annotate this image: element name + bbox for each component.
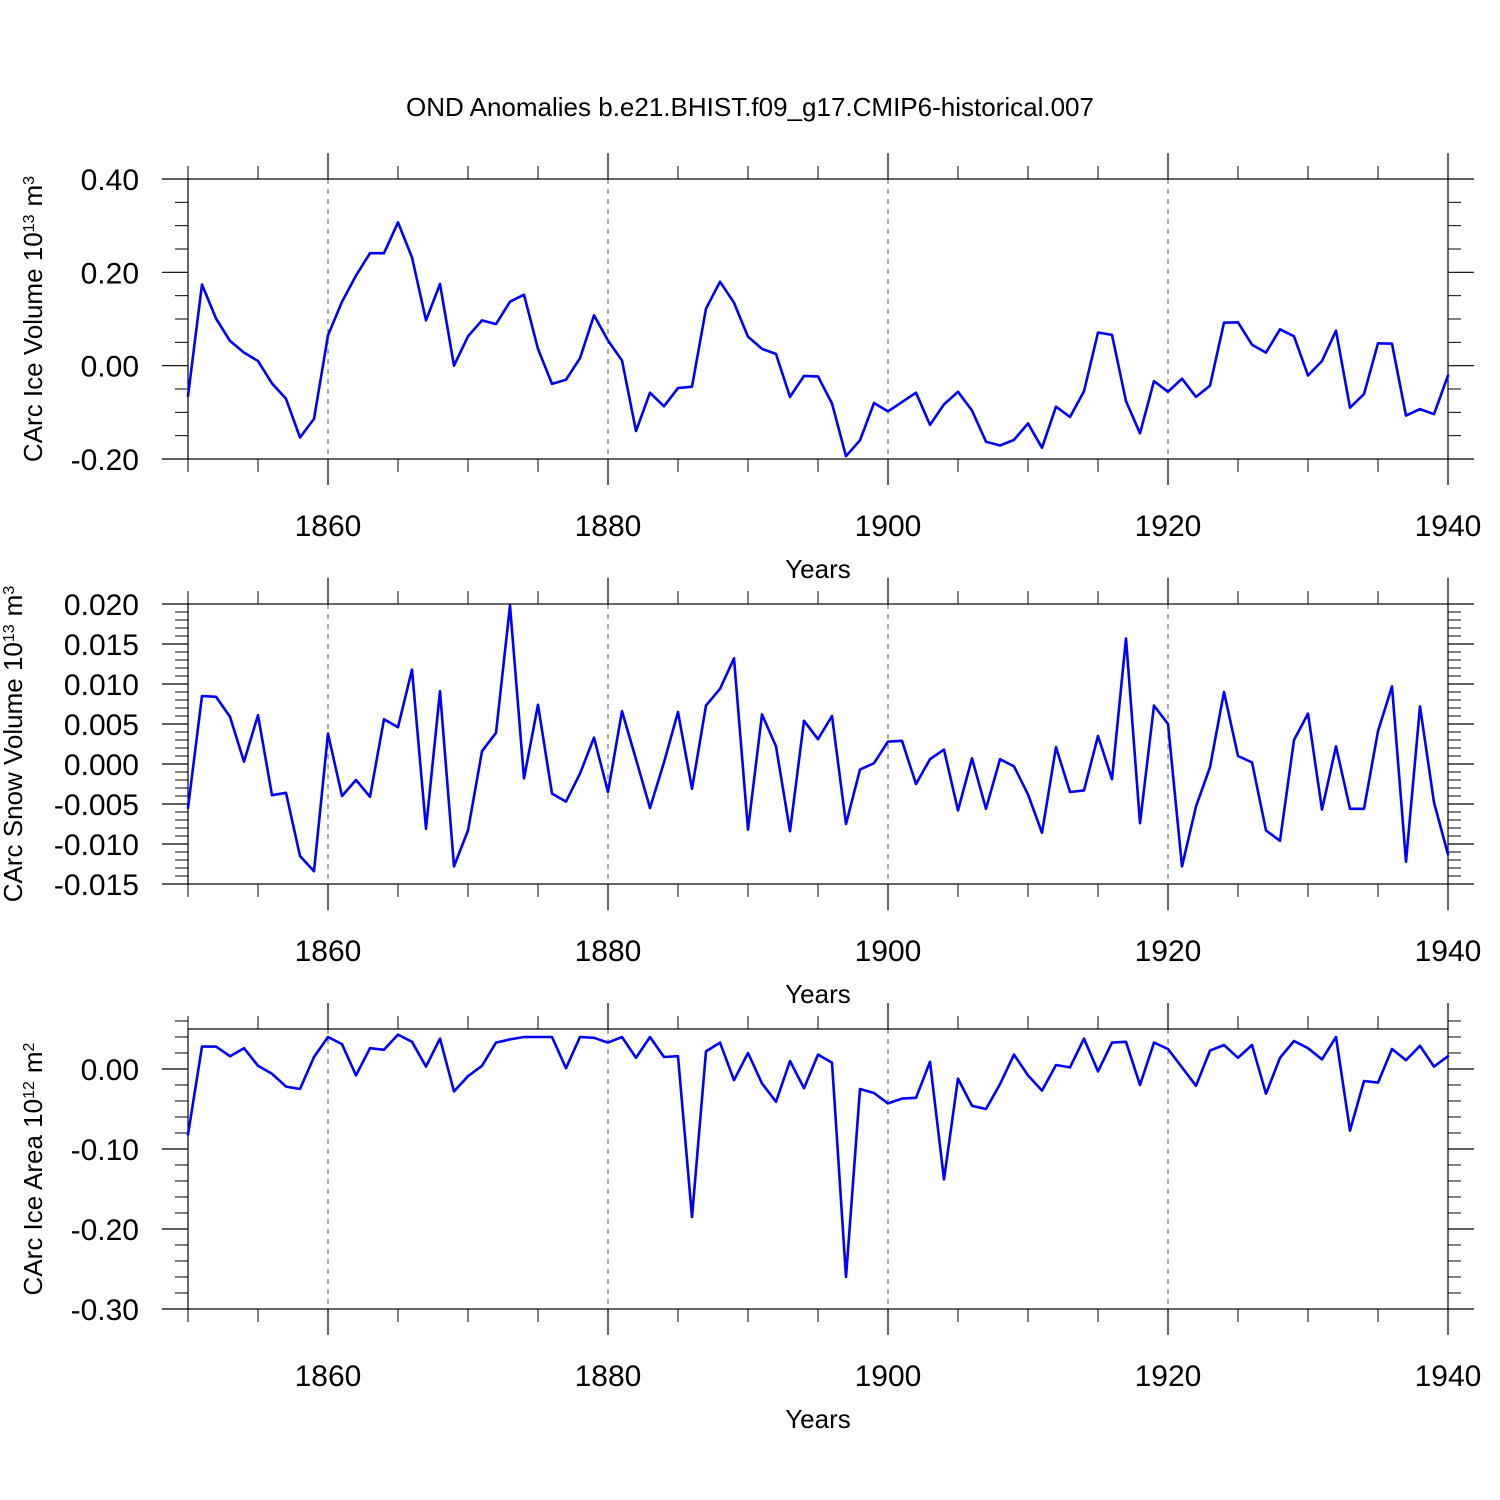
- y-axis-title-part: m: [18, 185, 48, 207]
- y-axis-title-superscript: 2: [21, 1042, 38, 1051]
- x-axis-title: Years: [785, 979, 851, 1009]
- x-tick-label: 1880: [575, 1360, 642, 1393]
- y-tick-label: 0.005: [64, 709, 139, 742]
- y-tick-label: 0.020: [64, 589, 139, 622]
- series-line-carc-ice-volume: [186, 221, 1450, 458]
- y-axis-title-part: m: [18, 1051, 48, 1073]
- y-axis-title-part: CArc Ice Volume 10: [18, 232, 48, 462]
- x-tick-label: 1900: [855, 510, 922, 543]
- y-axis-title-superscript: 3: [21, 176, 38, 185]
- y-tick-label: -0.20: [71, 1214, 139, 1247]
- y-tick-label: 0.00: [81, 1054, 139, 1087]
- x-tick-label: 1920: [1135, 1360, 1202, 1393]
- y-axis-title: CArc Snow Volume 1013 m3: [0, 586, 28, 903]
- y-axis-title-part: m: [0, 595, 28, 617]
- plot-frame: [187, 603, 1449, 885]
- y-axis-title: CArc Ice Volume 1013 m3: [18, 176, 48, 462]
- plot-frame: [187, 178, 1449, 460]
- series-line-carc-ice-area: [186, 1033, 1450, 1279]
- x-tick-label: 1900: [855, 935, 922, 968]
- x-tick-label: 1920: [1135, 510, 1202, 543]
- x-axis-title: Years: [785, 554, 851, 584]
- panel-1: -0.20 0.00 0.20 0.40 1860 1880 1900 1920 1940 Yea…: [18, 153, 1481, 584]
- x-tick-label: 1940: [1415, 935, 1482, 968]
- y-axis-title-superscript: 13: [21, 214, 38, 232]
- y-axis-title-superscript: 3: [1, 586, 18, 595]
- panel-2: -0.015 -0.010 -0.005 0.000 0.005 0.010 0.015 0.…: [0, 578, 1481, 1009]
- x-tick-label: 1860: [295, 1360, 362, 1393]
- y-tick-label: -0.010: [54, 829, 139, 862]
- x-tick-label: 1860: [295, 935, 362, 968]
- x-tick-label: 1940: [1415, 510, 1482, 543]
- y-tick-label: -0.30: [71, 1294, 139, 1327]
- y-axis-title-superscript: 12: [21, 1081, 38, 1099]
- chart-title: OND Anomalies b.e21.BHIST.f09_g17.CMIP6-…: [406, 92, 1094, 122]
- y-axis-title-part: CArc Ice Area 10: [18, 1099, 48, 1296]
- y-axis-title-superscript: 13: [1, 624, 18, 642]
- panel-3: -0.30 -0.20 -0.10 0.00 1860 1880 1900 1920 1940 Y…: [18, 1003, 1481, 1434]
- y-tick-label: 0.20: [81, 257, 139, 290]
- y-tick-label: 0.00: [81, 351, 139, 384]
- x-axis-title: Years: [785, 1404, 851, 1434]
- y-tick-label: -0.20: [71, 444, 139, 477]
- y-axis-title: CArc Ice Area 1012 m2: [18, 1042, 48, 1295]
- y-tick-label: 0.010: [64, 669, 139, 702]
- x-tick-label: 1880: [575, 510, 642, 543]
- y-tick-label: 0.000: [64, 749, 139, 782]
- series-line-carc-snow-volume: [186, 604, 1450, 873]
- x-tick-label: 1880: [575, 935, 642, 968]
- y-tick-label: 0.015: [64, 629, 139, 662]
- x-tick-label: 1920: [1135, 935, 1202, 968]
- y-axis-title-part: CArc Snow Volume 10: [0, 642, 28, 902]
- y-tick-label: 0.40: [81, 164, 139, 197]
- x-tick-label: 1900: [855, 1360, 922, 1393]
- x-tick-label: 1940: [1415, 1360, 1482, 1393]
- y-tick-label: -0.005: [54, 789, 139, 822]
- y-tick-label: -0.015: [54, 869, 139, 902]
- y-tick-label: -0.10: [71, 1134, 139, 1167]
- x-tick-label: 1860: [295, 510, 362, 543]
